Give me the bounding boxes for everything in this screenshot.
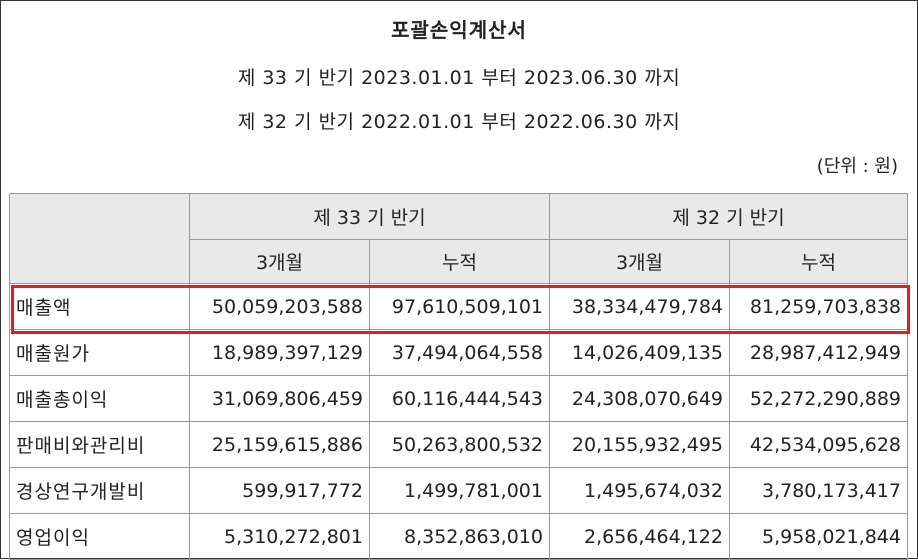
- cell-value: 20,155,932,495: [549, 421, 730, 468]
- cell-value: 599,917,772: [189, 467, 370, 514]
- cell-value: 37,494,064,558: [369, 329, 550, 376]
- period-current: 제 33 기 반기 2023.01.01 부터 2023.06.30 까지: [237, 67, 681, 89]
- period-previous: 제 32 기 반기 2022.01.01 부터 2022.06.30 까지: [237, 111, 681, 133]
- group-header-previous: 제 32 기 반기: [549, 193, 908, 240]
- header-corner: [9, 193, 190, 284]
- cell-value: 31,069,806,459: [189, 375, 370, 422]
- row-label: 판매비와관리비: [9, 421, 190, 468]
- cell-value: 25,159,615,886: [189, 421, 370, 468]
- cell-value: 50,263,800,532: [369, 421, 550, 468]
- table-row: 매출액 50,059,203,588 97,610,509,101 38,334…: [9, 283, 908, 330]
- table-row: 매출원가 18,989,397,129 37,494,064,558 14,02…: [9, 329, 908, 376]
- cell-value: 97,610,509,101: [369, 283, 550, 330]
- row-label: 매출총이익: [9, 375, 190, 422]
- cell-value: 1,499,781,001: [369, 467, 550, 514]
- income-statement-table: 제 33 기 반기 제 32 기 반기 3개월 누적 3개월 누적 매출액 50…: [9, 193, 908, 560]
- unit-label: (단위 : 원): [816, 156, 898, 177]
- group-header-current: 제 33 기 반기: [189, 193, 550, 240]
- cell-value: 8,352,863,010: [369, 513, 550, 560]
- sub-header: 누적: [369, 239, 550, 284]
- cell-value: 5,958,021,844: [729, 513, 908, 560]
- row-label: 영업이익: [9, 513, 190, 560]
- sub-header: 누적: [729, 239, 908, 284]
- cell-value: 60,116,444,543: [369, 375, 550, 422]
- table-row: 매출총이익 31,069,806,459 60,116,444,543 24,3…: [9, 375, 908, 422]
- cell-value: 2,656,464,122: [549, 513, 730, 560]
- sub-header: 3개월: [189, 239, 370, 284]
- cell-value: 1,495,674,032: [549, 467, 730, 514]
- cell-value: 52,272,290,889: [729, 375, 908, 422]
- sub-header: 3개월: [549, 239, 730, 284]
- cell-value: 42,534,095,628: [729, 421, 908, 468]
- row-label: 경상연구개발비: [9, 467, 190, 514]
- cell-value: 81,259,703,838: [729, 283, 908, 330]
- document-title: 포괄손익계산서: [391, 18, 527, 42]
- cell-value: 3,780,173,417: [729, 467, 908, 514]
- cell-value: 24,308,070,649: [549, 375, 730, 422]
- table-row: 경상연구개발비 599,917,772 1,499,781,001 1,495,…: [9, 467, 908, 514]
- cell-value: 18,989,397,129: [189, 329, 370, 376]
- cell-value: 14,026,409,135: [549, 329, 730, 376]
- cell-value: 50,059,203,588: [189, 283, 370, 330]
- row-label: 매출액: [9, 283, 190, 330]
- table-row: 영업이익 5,310,272,801 8,352,863,010 2,656,4…: [9, 513, 908, 560]
- row-label: 매출원가: [9, 329, 190, 376]
- cell-value: 5,310,272,801: [189, 513, 370, 560]
- cell-value: 28,987,412,949: [729, 329, 908, 376]
- cell-value: 38,334,479,784: [549, 283, 730, 330]
- table-row: 판매비와관리비 25,159,615,886 50,263,800,532 20…: [9, 421, 908, 468]
